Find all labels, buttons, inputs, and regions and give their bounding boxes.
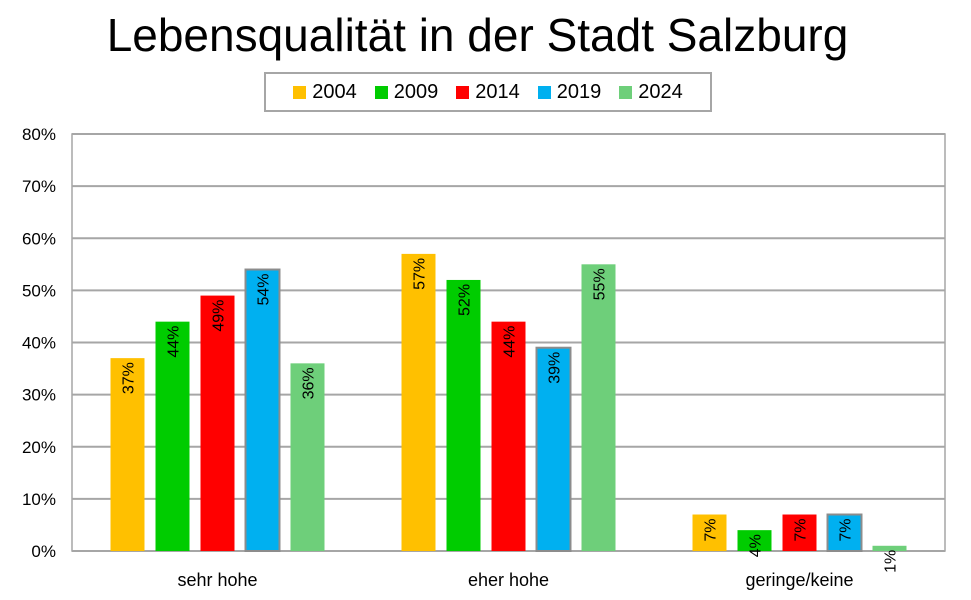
legend-label: 2019 (556, 80, 602, 103)
y-tick-label: 60% (22, 229, 56, 248)
legend-swatch (374, 85, 388, 99)
x-tick-label: sehr hohe (177, 570, 257, 590)
bar (581, 264, 616, 551)
bar (446, 279, 481, 551)
data-label: 55% (592, 268, 609, 300)
legend-item: 2014 (456, 81, 520, 104)
data-label: 39% (547, 352, 564, 384)
bar (782, 514, 817, 551)
legend-swatch (293, 85, 307, 99)
bar (290, 363, 325, 551)
legend-label: 2009 (393, 80, 439, 103)
data-label: 7% (793, 519, 810, 542)
legend-label: 2024 (638, 80, 683, 103)
y-tick-label: 50% (22, 281, 56, 300)
bar (872, 545, 907, 551)
data-label: 7% (703, 519, 720, 542)
data-label: 54% (256, 274, 273, 306)
data-label: 1% (883, 550, 900, 573)
data-label: 7% (838, 519, 855, 542)
data-label: 52% (457, 284, 474, 316)
legend-item: 2004 (293, 81, 357, 104)
legend: 2004 2009 2014 2019 2024 (264, 72, 712, 112)
data-label: 44% (166, 326, 183, 358)
bar (535, 346, 572, 552)
y-tick-label: 10% (22, 490, 56, 509)
data-label: 44% (502, 326, 519, 358)
bar (110, 358, 145, 551)
data-label: 49% (211, 300, 228, 332)
data-label: 37% (121, 362, 138, 394)
y-tick-label: 20% (22, 438, 56, 457)
legend-item: 2019 (537, 80, 602, 104)
bar (155, 321, 190, 551)
bar (200, 295, 235, 551)
bar (401, 253, 436, 551)
x-tick-label: eher hohe (468, 570, 549, 590)
y-tick-label: 30% (22, 386, 56, 405)
x-tick-label: geringe/keine (745, 570, 853, 590)
bar (826, 513, 863, 553)
legend-label: 2014 (475, 80, 520, 103)
bar (692, 514, 727, 551)
y-tick-label: 40% (22, 334, 56, 353)
y-tick-label: 80% (22, 125, 56, 144)
bar (491, 321, 526, 551)
legend-swatch (537, 85, 551, 99)
y-tick-label: 0% (31, 542, 56, 561)
legend-swatch (619, 85, 633, 99)
chart-title: Lebensqualität in der Stadt Salzburg (106, 9, 849, 61)
data-label: 57% (412, 258, 429, 290)
y-tick-label: 70% (22, 177, 56, 196)
legend-item: 2024 (619, 81, 683, 104)
legend-item: 2009 (374, 80, 439, 104)
legend-swatch (456, 85, 470, 99)
legend-label: 2004 (312, 80, 357, 103)
data-label: 36% (301, 367, 318, 399)
data-label: 4% (748, 534, 765, 557)
bar (737, 530, 772, 551)
bar (244, 268, 281, 552)
